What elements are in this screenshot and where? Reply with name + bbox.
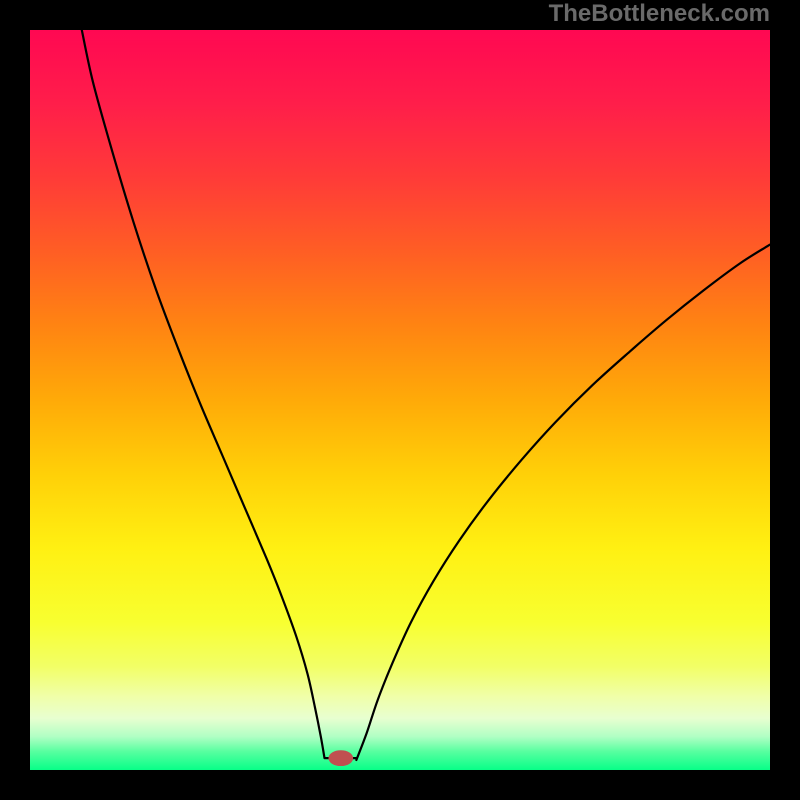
watermark-text: TheBottleneck.com — [549, 0, 770, 28]
bottleneck-plot — [30, 30, 770, 770]
chart-container: TheBottleneck.com — [0, 0, 800, 800]
plot-background — [30, 30, 770, 770]
optimal-marker — [329, 751, 353, 766]
